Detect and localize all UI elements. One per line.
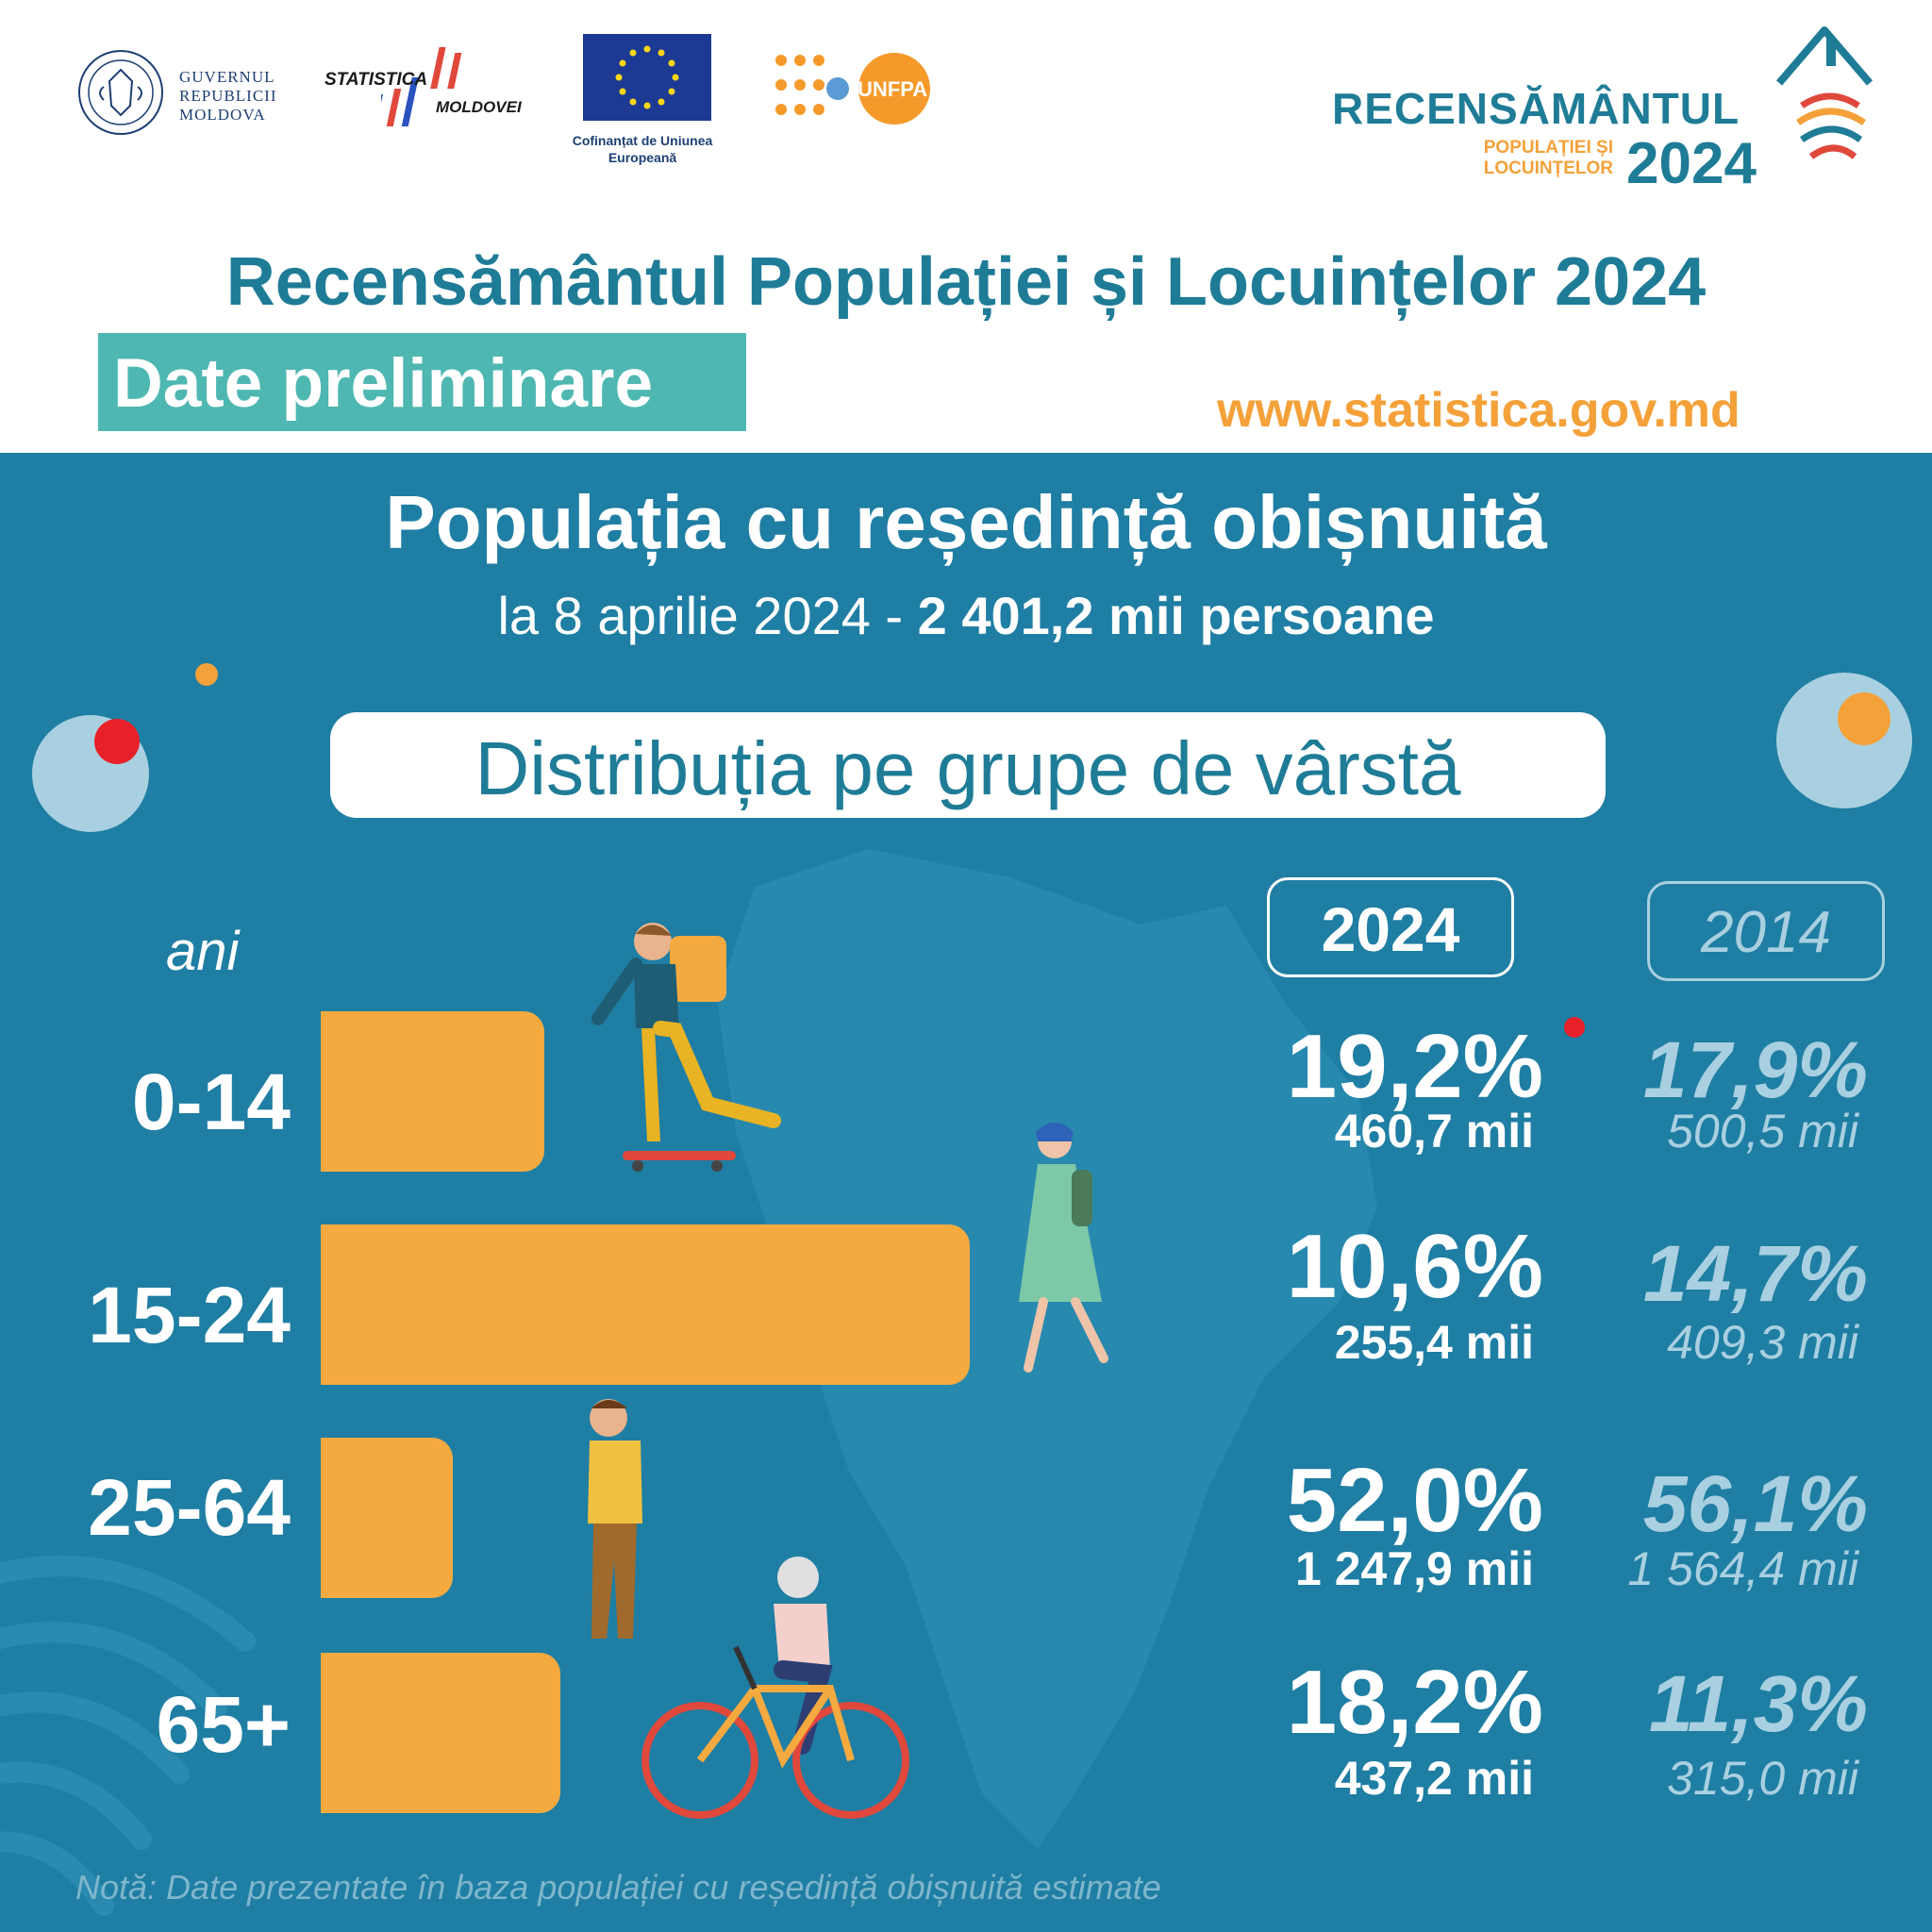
website-link[interactable]: www.statistica.gov.md [1217,383,1740,438]
age-bar-25-64 [321,1438,453,1598]
footnote: Notă: Date prezentate în baza populației… [75,1868,1161,1907]
census-house-logo-icon [1775,26,1874,159]
walking-woman-illustration-icon [1019,1123,1108,1373]
unfpa-logo-icon [775,53,930,125]
young-man-illustration-icon [588,1399,642,1639]
count-2014-0-14: 500,5 mii [1667,1105,1858,1158]
percent-2014-25-64: 56,1% [1642,1459,1868,1548]
statistica-logo-icon [381,47,462,126]
summary-subtitle: la 8 aprilie 2024 - 2 401,2 mii persoane [0,585,1932,646]
age-bar-65-plus [321,1653,560,1813]
percent-2014-0-14: 17,9% [1642,1025,1868,1114]
percent-2024-65-plus: 18,2% [1286,1652,1543,1753]
summary-date: la 8 aprilie 2024 - [497,586,918,645]
preliminary-badge: Date preliminare [98,333,746,431]
moldova-map-decoration-icon [717,849,1377,1849]
age-group-label: 15-24 [88,1271,291,1359]
eu-flag-icon [583,34,711,121]
percent-2014-15-24: 14,7% [1642,1229,1868,1318]
section-title-pill: Distribuția pe grupe de vârstă [330,712,1606,818]
government-logo-text: GUVERNUL REPUBLICII MOLDOVA [179,68,277,124]
count-2014-15-24: 409,3 mii [1667,1316,1858,1369]
age-group-label: 0-14 [131,1058,291,1146]
percent-2014-65-plus: 11,3% [1649,1659,1868,1748]
header: GUVERNUL REPUBLICII MOLDOVA STATISTICA M… [0,0,1932,453]
year-header-2014: 2014 [1647,881,1885,981]
year-header-2014-label: 2014 [1701,900,1831,965]
census-logo-title: RECENSĂMÂNTUL [1332,84,1740,133]
preliminary-badge-label: Date preliminare [113,345,654,422]
age-group-label: 65+ [156,1680,291,1769]
count-2014-25-64: 1 564,4 mii [1627,1542,1858,1595]
count-2024-15-24: 255,4 mii [1334,1316,1534,1369]
axis-unit-label: ani [166,921,240,982]
count-2014-65-plus: 315,0 mii [1667,1752,1858,1805]
summary-total: 2 401,2 mii persoane [917,586,1435,645]
year-header-2024-label: 2024 [1321,894,1460,964]
count-2024-65-plus: 437,2 mii [1334,1752,1534,1805]
percent-2024-0-14: 19,2% [1286,1016,1543,1117]
eu-cofinance-text: Cofinanțat de Uniunea Europeană [572,133,713,165]
fingerprint-decoration-icon [0,1556,256,1916]
decorative-dot-icon [195,663,218,686]
statistica-logo-line1: STATISTICA [325,70,428,90]
percent-2024-15-24: 10,6% [1286,1216,1543,1317]
government-seal-icon [78,50,163,135]
census-logo-year: 2024 [1626,131,1757,196]
count-2024-0-14: 460,7 mii [1334,1105,1534,1158]
page-title: Recensământul Populației și Locuințelor … [225,244,1707,320]
age-bar-15-24 [321,1224,970,1385]
census-logo-subtitle: POPULAȚIEI ȘI LOCUINȚELOR [1483,138,1613,178]
skateboarder-illustration-icon [591,923,781,1172]
age-bar-0-14 [321,1011,544,1172]
percent-2024-25-64: 52,0% [1286,1450,1543,1551]
cyclist-illustration-icon [641,1557,909,1819]
statistica-logo-line2: MOLDOVEI [436,98,522,116]
decorative-circle-right-icon [1776,673,1912,808]
summary-title: Populația cu reședință obișnuită [385,480,1547,564]
count-2024-25-64: 1 247,9 mii [1295,1542,1534,1595]
unfpa-logo-text: UNFPA [858,77,928,101]
year-header-2024: 2024 [1267,877,1514,977]
age-group-label: 25-64 [88,1463,291,1552]
section-title: Distribuția pe grupe de vârstă [475,726,1461,810]
decorative-circle-left-icon [32,715,149,832]
decorative-red-dot-icon [1564,1017,1585,1038]
